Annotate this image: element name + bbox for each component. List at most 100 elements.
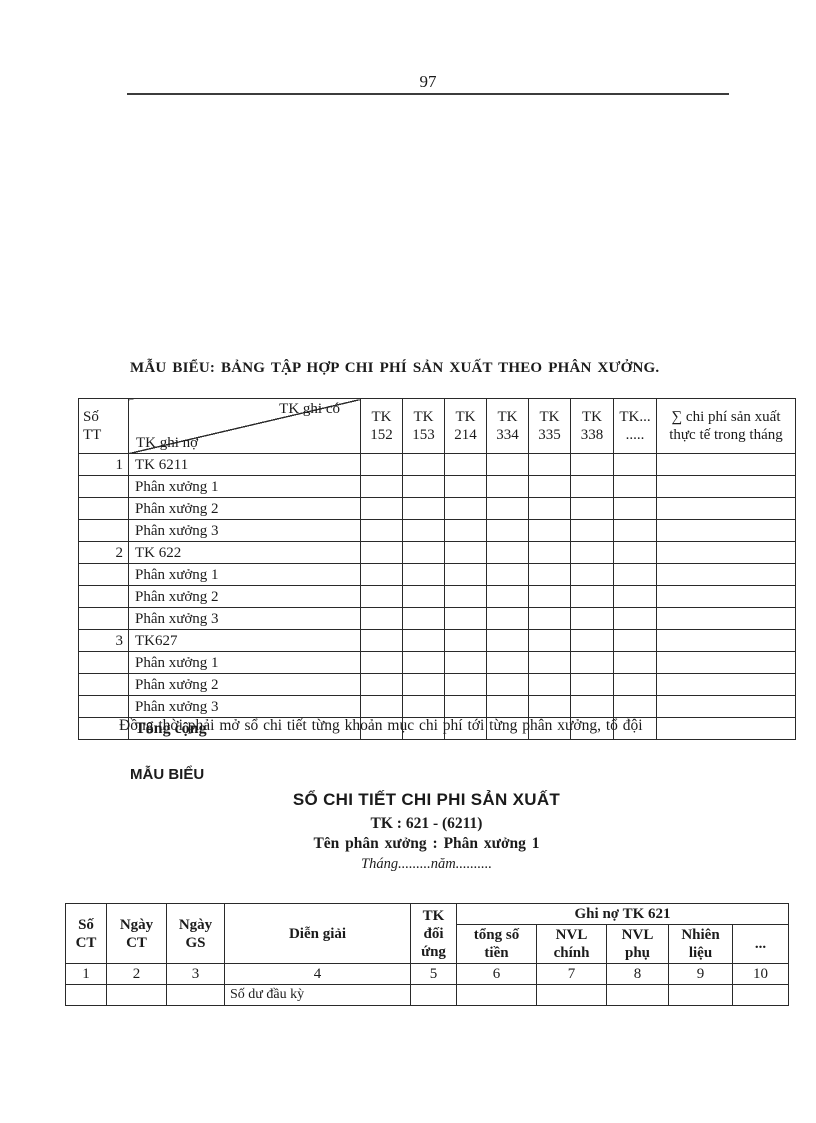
empty-cell bbox=[444, 607, 487, 630]
section2-title: SỔ CHI TIẾT CHI PHI SẢN XUẤT bbox=[292, 790, 561, 809]
empty-cell bbox=[570, 673, 614, 696]
empty-cell bbox=[668, 984, 733, 1006]
empty-cell bbox=[528, 497, 571, 520]
empty-cell bbox=[402, 629, 445, 652]
section2-heading: MẪU BIỂU bbox=[130, 766, 205, 783]
empty-cell bbox=[613, 651, 657, 674]
header-tk-153: TK 153 bbox=[402, 398, 445, 454]
table-row: 3 TK627 bbox=[78, 629, 796, 652]
header-tong-so-tien: tổng số tiền bbox=[456, 924, 537, 964]
table-row: Phân xưởng 3 bbox=[78, 695, 796, 718]
empty-cell bbox=[656, 563, 796, 586]
empty-cell bbox=[486, 519, 529, 542]
detail-header-row-1: Số CT Ngày CT Ngày GS Diễn giải TK đối ứ… bbox=[65, 903, 790, 964]
empty-cell bbox=[613, 673, 657, 696]
empty-cell bbox=[486, 475, 529, 498]
empty-cell bbox=[444, 541, 487, 564]
empty-cell bbox=[360, 629, 403, 652]
empty-cell bbox=[613, 519, 657, 542]
empty-cell bbox=[613, 585, 657, 608]
empty-cell bbox=[613, 541, 657, 564]
section2-account-line: TK : 621 - (6211) bbox=[370, 815, 483, 832]
empty-cell bbox=[656, 453, 796, 476]
table-row: Phân xưởng 2 bbox=[78, 585, 796, 608]
empty-cell bbox=[486, 695, 529, 718]
empty-cell bbox=[444, 651, 487, 674]
account-cell: Phân xưởng 1 bbox=[128, 475, 361, 498]
empty-cell bbox=[444, 629, 487, 652]
empty-cell bbox=[410, 984, 457, 1006]
stt-cell: 2 bbox=[78, 541, 129, 564]
empty-cell bbox=[656, 717, 796, 740]
empty-cell bbox=[456, 984, 537, 1006]
empty-cell bbox=[444, 585, 487, 608]
empty-cell bbox=[528, 563, 571, 586]
empty-cell bbox=[613, 475, 657, 498]
account-cell: TK 622 bbox=[128, 541, 361, 564]
empty-cell bbox=[570, 629, 614, 652]
empty-cell bbox=[486, 585, 529, 608]
stt-cell bbox=[78, 519, 129, 542]
table-row: Phân xưởng 1 bbox=[78, 563, 796, 586]
empty-cell bbox=[402, 585, 445, 608]
page-header: 97 bbox=[127, 72, 729, 95]
empty-cell bbox=[486, 607, 529, 630]
header-tk-214: TK 214 bbox=[444, 398, 487, 454]
col-number: 10 bbox=[731, 963, 790, 985]
empty-cell bbox=[570, 453, 614, 476]
empty-cell bbox=[360, 607, 403, 630]
header-tk-338: TK 338 bbox=[570, 398, 614, 454]
empty-cell bbox=[360, 585, 403, 608]
empty-cell bbox=[444, 519, 487, 542]
empty-cell bbox=[360, 651, 403, 674]
empty-cell bbox=[656, 497, 796, 520]
column-numbers-row: 1 2 3 4 5 6 7 8 9 10 bbox=[65, 963, 790, 985]
empty-cell bbox=[360, 519, 403, 542]
empty-cell bbox=[486, 497, 529, 520]
account-cell: Phân xưởng 2 bbox=[128, 673, 361, 696]
header-diagonal-cell: TK ghi có TK ghi nợ bbox=[128, 398, 361, 454]
empty-cell bbox=[402, 453, 445, 476]
empty-cell bbox=[528, 695, 571, 718]
table-row: 1 TK 6211 bbox=[78, 453, 796, 476]
empty-cell bbox=[656, 585, 796, 608]
table-row: Phân xưởng 1 bbox=[78, 651, 796, 674]
description-cell: Số dư đầu kỳ bbox=[224, 984, 411, 1006]
stt-cell bbox=[78, 563, 129, 586]
table-row: Số dư đầu kỳ bbox=[65, 984, 790, 1006]
header-tk-ghi-co: TK ghi có bbox=[279, 401, 340, 417]
header-tk-doi-ung: TK đối ứng bbox=[410, 903, 457, 964]
header-so-ct: Số CT bbox=[65, 903, 107, 964]
empty-cell bbox=[402, 695, 445, 718]
empty-cell bbox=[360, 673, 403, 696]
header-tk-335: TK 335 bbox=[528, 398, 571, 454]
cost-summary-table: Số TT TK ghi có TK ghi nợ TK 152 TK 153 … bbox=[78, 398, 796, 740]
empty-cell bbox=[360, 563, 403, 586]
account-cell: Phân xưởng 1 bbox=[128, 563, 361, 586]
empty-cell bbox=[402, 497, 445, 520]
account-cell: Phân xưởng 3 bbox=[128, 695, 361, 718]
empty-cell bbox=[444, 695, 487, 718]
header-stt: Số TT bbox=[78, 398, 129, 454]
header-tk-etc: TK... ..... bbox=[613, 398, 657, 454]
empty-cell bbox=[166, 984, 225, 1006]
account-cell: TK 6211 bbox=[128, 453, 361, 476]
empty-cell bbox=[570, 607, 614, 630]
section1-title: MẪU BIỂU: BẢNG TẬP HỢP CHI PHÍ SẢN XUẤT … bbox=[130, 360, 660, 376]
empty-cell bbox=[606, 984, 669, 1006]
account-cell: Phân xưởng 2 bbox=[128, 585, 361, 608]
empty-cell bbox=[656, 541, 796, 564]
table-row: Phân xưởng 2 bbox=[78, 497, 796, 520]
empty-cell bbox=[570, 695, 614, 718]
empty-cell bbox=[360, 475, 403, 498]
empty-cell bbox=[486, 453, 529, 476]
empty-cell bbox=[444, 497, 487, 520]
header-ellipsis: ... bbox=[731, 924, 790, 964]
stt-cell bbox=[78, 607, 129, 630]
header-tk-ghi-no: TK ghi nợ bbox=[136, 435, 199, 451]
header-dien-giai: Diễn giải bbox=[224, 903, 411, 964]
account-cell: TK627 bbox=[128, 629, 361, 652]
empty-cell bbox=[656, 629, 796, 652]
header-ngay-gs: Ngày GS bbox=[166, 903, 225, 964]
empty-cell bbox=[444, 563, 487, 586]
